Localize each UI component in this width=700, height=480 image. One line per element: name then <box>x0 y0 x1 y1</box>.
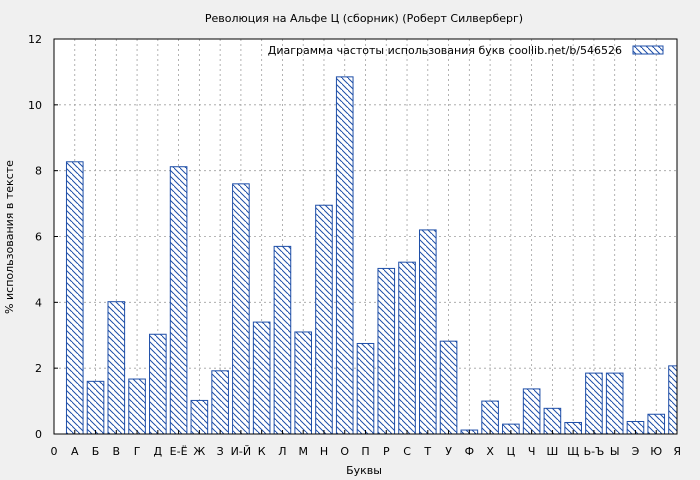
legend: Диаграмма частоты использования букв coo… <box>268 44 664 57</box>
bar-21 <box>481 400 499 435</box>
x-tick-label: 0 <box>51 445 58 458</box>
bar-5 <box>149 333 167 435</box>
bar-18 <box>418 229 437 435</box>
y-tick-label: 2 <box>35 362 42 375</box>
x-tick-label: К <box>258 445 266 458</box>
bar-15 <box>356 342 375 435</box>
x-tick-label: М <box>298 445 308 458</box>
x-tick-label: П <box>361 445 369 458</box>
x-tick-label: У <box>445 445 452 458</box>
x-tick-label: Щ <box>567 445 579 458</box>
bar-3 <box>107 301 126 435</box>
bar-16 <box>377 267 396 435</box>
y-tick-label: 8 <box>35 165 42 178</box>
x-axis-ticks: 0 А Б В Г Д Е-Ё Ж З И-Й К Л М Н О П Р С Т У Ф Х Ц Ч Ш Щ Ь-Ъ Ы Э Ю Я <box>51 430 681 458</box>
x-tick-label: Ф <box>465 445 474 458</box>
bar-30 <box>668 365 678 435</box>
x-tick-label: Ч <box>528 445 536 458</box>
bar-17 <box>398 261 416 435</box>
x-tick-label: Н <box>320 445 328 458</box>
y-tick-label: 6 <box>35 231 42 244</box>
bar-26 <box>585 372 603 435</box>
x-axis-label: Буквы <box>346 464 382 477</box>
bar-23 <box>522 388 541 435</box>
bar-7 <box>190 399 209 435</box>
x-tick-label: И-Й <box>231 445 251 458</box>
x-tick-label: Ц <box>507 445 516 458</box>
bar-11 <box>273 245 292 435</box>
bar-12 <box>294 331 313 435</box>
x-tick-label: А <box>71 445 79 458</box>
bar-1 <box>65 161 84 435</box>
x-tick-label: Х <box>486 445 494 458</box>
y-tick-label: 4 <box>35 296 42 309</box>
legend-label: Диаграмма частоты использования букв coo… <box>268 44 622 57</box>
x-tick-label: С <box>403 445 411 458</box>
bar-8 <box>211 370 229 435</box>
bar-2 <box>86 380 105 435</box>
y-tick-label: 0 <box>35 428 42 441</box>
bar-6 <box>169 166 188 435</box>
bar-9 <box>232 183 250 435</box>
x-tick-label: Т <box>423 445 431 458</box>
bar-13 <box>315 204 333 435</box>
x-tick-label: Л <box>278 445 286 458</box>
x-tick-label: Я <box>673 445 681 458</box>
x-tick-label: Р <box>383 445 390 458</box>
x-tick-label: Ь-Ъ <box>584 445 605 458</box>
x-tick-label: Ю <box>650 445 662 458</box>
x-tick-label: Д <box>154 445 163 458</box>
bar-4 <box>128 378 146 435</box>
x-tick-label: З <box>217 445 224 458</box>
bar-27 <box>605 372 624 435</box>
x-tick-label: Ж <box>193 445 205 458</box>
x-tick-label: О <box>340 445 349 458</box>
x-tick-label: Э <box>632 445 640 458</box>
y-axis-ticks: 0 2 4 6 8 10 12 <box>28 33 58 441</box>
y-tick-label: 10 <box>28 99 42 112</box>
bar-14 <box>335 76 354 435</box>
x-tick-label: Ш <box>547 445 559 458</box>
x-tick-label: Е-Ё <box>170 445 188 458</box>
x-tick-label: Ы <box>610 445 620 458</box>
bar-10 <box>252 321 271 435</box>
y-tick-label: 12 <box>28 33 42 46</box>
x-tick-label: Б <box>92 445 100 458</box>
chart-title: Революция на Альфе Ц (сборник) (Роберт С… <box>205 12 523 25</box>
bar-19 <box>439 340 458 435</box>
x-tick-label: В <box>113 445 121 458</box>
legend-swatch <box>632 45 664 55</box>
x-tick-label: Г <box>134 445 141 458</box>
y-axis-label: % использования в тексте <box>3 160 16 314</box>
